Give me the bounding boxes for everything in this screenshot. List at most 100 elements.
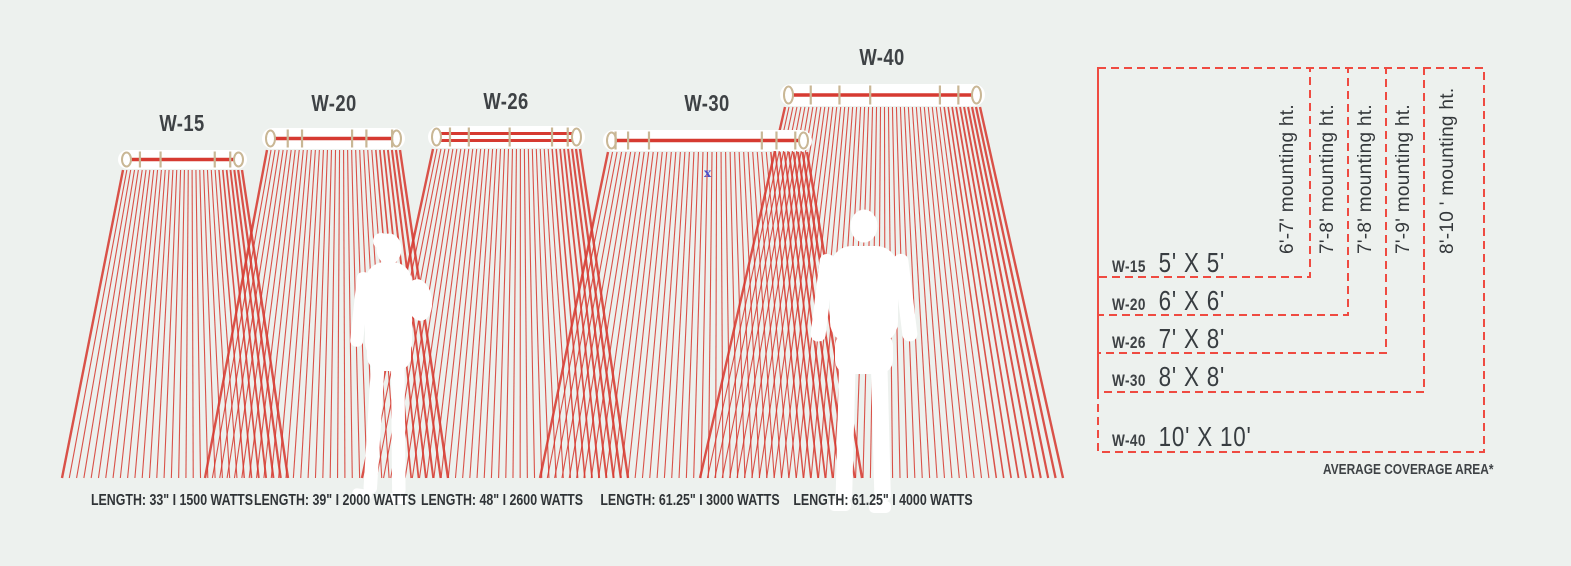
mounting-height-label: 7'-8' mounting ht. (1355, 104, 1376, 254)
heat-ray (292, 149, 316, 479)
unit-label: W-15 (159, 110, 205, 136)
cursor-marker: x (704, 166, 712, 180)
model-label: W-40 (1112, 431, 1146, 450)
spec-label: LENGTH: 39" I 2000 WATTS (253, 492, 417, 509)
mounting-height-label: 6'-7' mounting ht. (1277, 104, 1298, 254)
heat-ray (612, 151, 654, 479)
heat-ray (583, 151, 636, 479)
heat-ray (715, 151, 718, 479)
spec-label: LENGTH: 33" I 1500 WATTS (90, 492, 254, 509)
heat-ray (765, 151, 797, 479)
end-cap (606, 131, 617, 150)
heat-ray (211, 149, 272, 479)
heat-ray (568, 151, 627, 479)
model-label: W-30 (1112, 371, 1146, 390)
heat-ray (959, 106, 1027, 479)
heat-ray (483, 148, 502, 479)
model-label: W-26 (1112, 333, 1146, 352)
heat-ray (547, 148, 572, 479)
unit-label: W-26 (483, 88, 529, 114)
heat-ray (685, 151, 700, 479)
heat-ray (248, 149, 292, 479)
heat-ray (229, 169, 268, 479)
heat-ray (619, 151, 659, 479)
heat-ray (729, 151, 739, 479)
heat-ray (951, 106, 1012, 479)
heat-ray (535, 148, 550, 479)
heat-ray (747, 151, 768, 479)
table-row: W-20 6' X 6' (1112, 285, 1225, 317)
heat-ray (543, 148, 564, 479)
heat-ray (734, 151, 746, 479)
coverage-value: 5' X 5' (1158, 247, 1226, 278)
heat-ray (939, 106, 990, 479)
heat-ray (720, 151, 724, 479)
heat-ray (527, 148, 536, 479)
model-label: W-15 (1112, 257, 1146, 276)
people-layer (350, 209, 918, 513)
heat-ray (919, 106, 953, 479)
heat-ray (563, 148, 601, 479)
mounting-height-label: 7'-8' mounting ht. (1317, 104, 1338, 254)
heat-ray (903, 106, 923, 479)
heat-ray (90, 169, 139, 479)
mounting-height-label: 8'-10 ' mounting ht. (1437, 87, 1458, 254)
table-row: W-26 7' X 8' (1112, 323, 1225, 355)
heat-ray (663, 151, 686, 479)
heat-ray (454, 148, 486, 479)
heat-ray (263, 149, 300, 479)
table-caption: AVERAGE COVERAGE AREA* (1323, 462, 1494, 478)
heat-ray (931, 106, 975, 479)
heat-ray (752, 151, 775, 479)
end-cap (571, 127, 582, 147)
heat-ray (770, 151, 805, 479)
end-cap (121, 151, 132, 168)
heat-ray (447, 148, 482, 479)
heat-ray (967, 106, 1042, 479)
heat-ray (523, 148, 528, 479)
heat-ray (83, 169, 136, 479)
heat-ray (774, 151, 812, 479)
heat-ray (758, 106, 818, 479)
heat-ray (554, 151, 618, 479)
table-row: W-15 5' X 5' (1112, 247, 1225, 279)
heater-bar (603, 130, 812, 151)
heat-ray (766, 106, 822, 479)
coverage-box (1097, 67, 1485, 453)
heat-ray (199, 169, 209, 479)
heat-ray (343, 149, 346, 479)
heat-ray (170, 169, 182, 479)
heat-ray (469, 148, 494, 479)
heat-ray (76, 169, 132, 479)
heat-ray (222, 169, 253, 479)
heater-bars-layer (118, 84, 985, 169)
heat-ray (700, 151, 709, 479)
heat-ray (551, 148, 579, 479)
heat-ray (907, 106, 931, 479)
heat-ray (178, 169, 185, 479)
heat-ray (241, 149, 288, 479)
heat-ray (736, 106, 806, 479)
heat-ray (590, 151, 641, 479)
heat-ray (156, 169, 174, 479)
heat-ray (729, 106, 802, 479)
unit-label: W-40 (859, 44, 905, 70)
heat-ray (195, 169, 202, 479)
heat-ray (627, 151, 663, 479)
heat-ray (911, 106, 938, 479)
heat-ray (329, 149, 337, 479)
heat-ray (546, 151, 614, 479)
heat-ray (148, 169, 170, 479)
heat-ray (255, 149, 296, 479)
heat-ray (605, 151, 650, 479)
heat-ray (761, 151, 790, 479)
heat-ray (206, 169, 223, 479)
coverage-value: 10' X 10' (1158, 421, 1252, 452)
person-silhouette-small (350, 233, 433, 504)
heat-ray (559, 148, 593, 479)
heat-ray (68, 169, 128, 479)
heat-ray (955, 106, 1020, 479)
